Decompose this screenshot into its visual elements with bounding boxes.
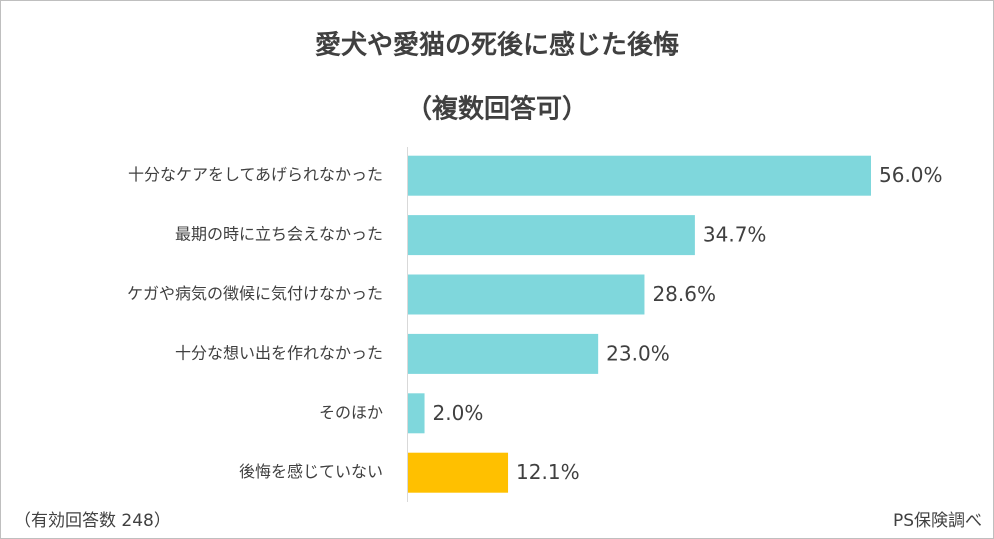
value-label: 2.0% (433, 401, 484, 425)
bar (408, 274, 645, 315)
value-label: 34.7% (703, 223, 767, 247)
category-label: そのほか (319, 403, 383, 422)
chart-subtitle: （複数回答可） (406, 94, 588, 125)
bar (408, 215, 695, 256)
category-label: 後悔を感じていない (239, 462, 383, 481)
source: PS保険調べ (893, 511, 982, 531)
category-label: 最期の時に立ち会えなかった (175, 225, 383, 244)
bar (408, 333, 599, 374)
value-label: 56.0% (879, 163, 943, 187)
value-label: 28.6% (652, 282, 716, 306)
chart-title: 愛犬や愛猫の死後に感じた後悔 (315, 30, 679, 61)
category-label: 十分なケアをしてあげられなかった (128, 165, 383, 184)
bar (408, 452, 509, 493)
category-label: 十分な想い出を作れなかった (175, 343, 383, 362)
note: （有効回答数 248） (14, 511, 171, 531)
category-label: ケガや病気の徴候に気付けなかった (127, 284, 383, 303)
value-label: 23.0% (606, 341, 670, 365)
bar (408, 393, 425, 434)
value-label: 12.1% (516, 460, 580, 484)
bar (408, 155, 871, 196)
